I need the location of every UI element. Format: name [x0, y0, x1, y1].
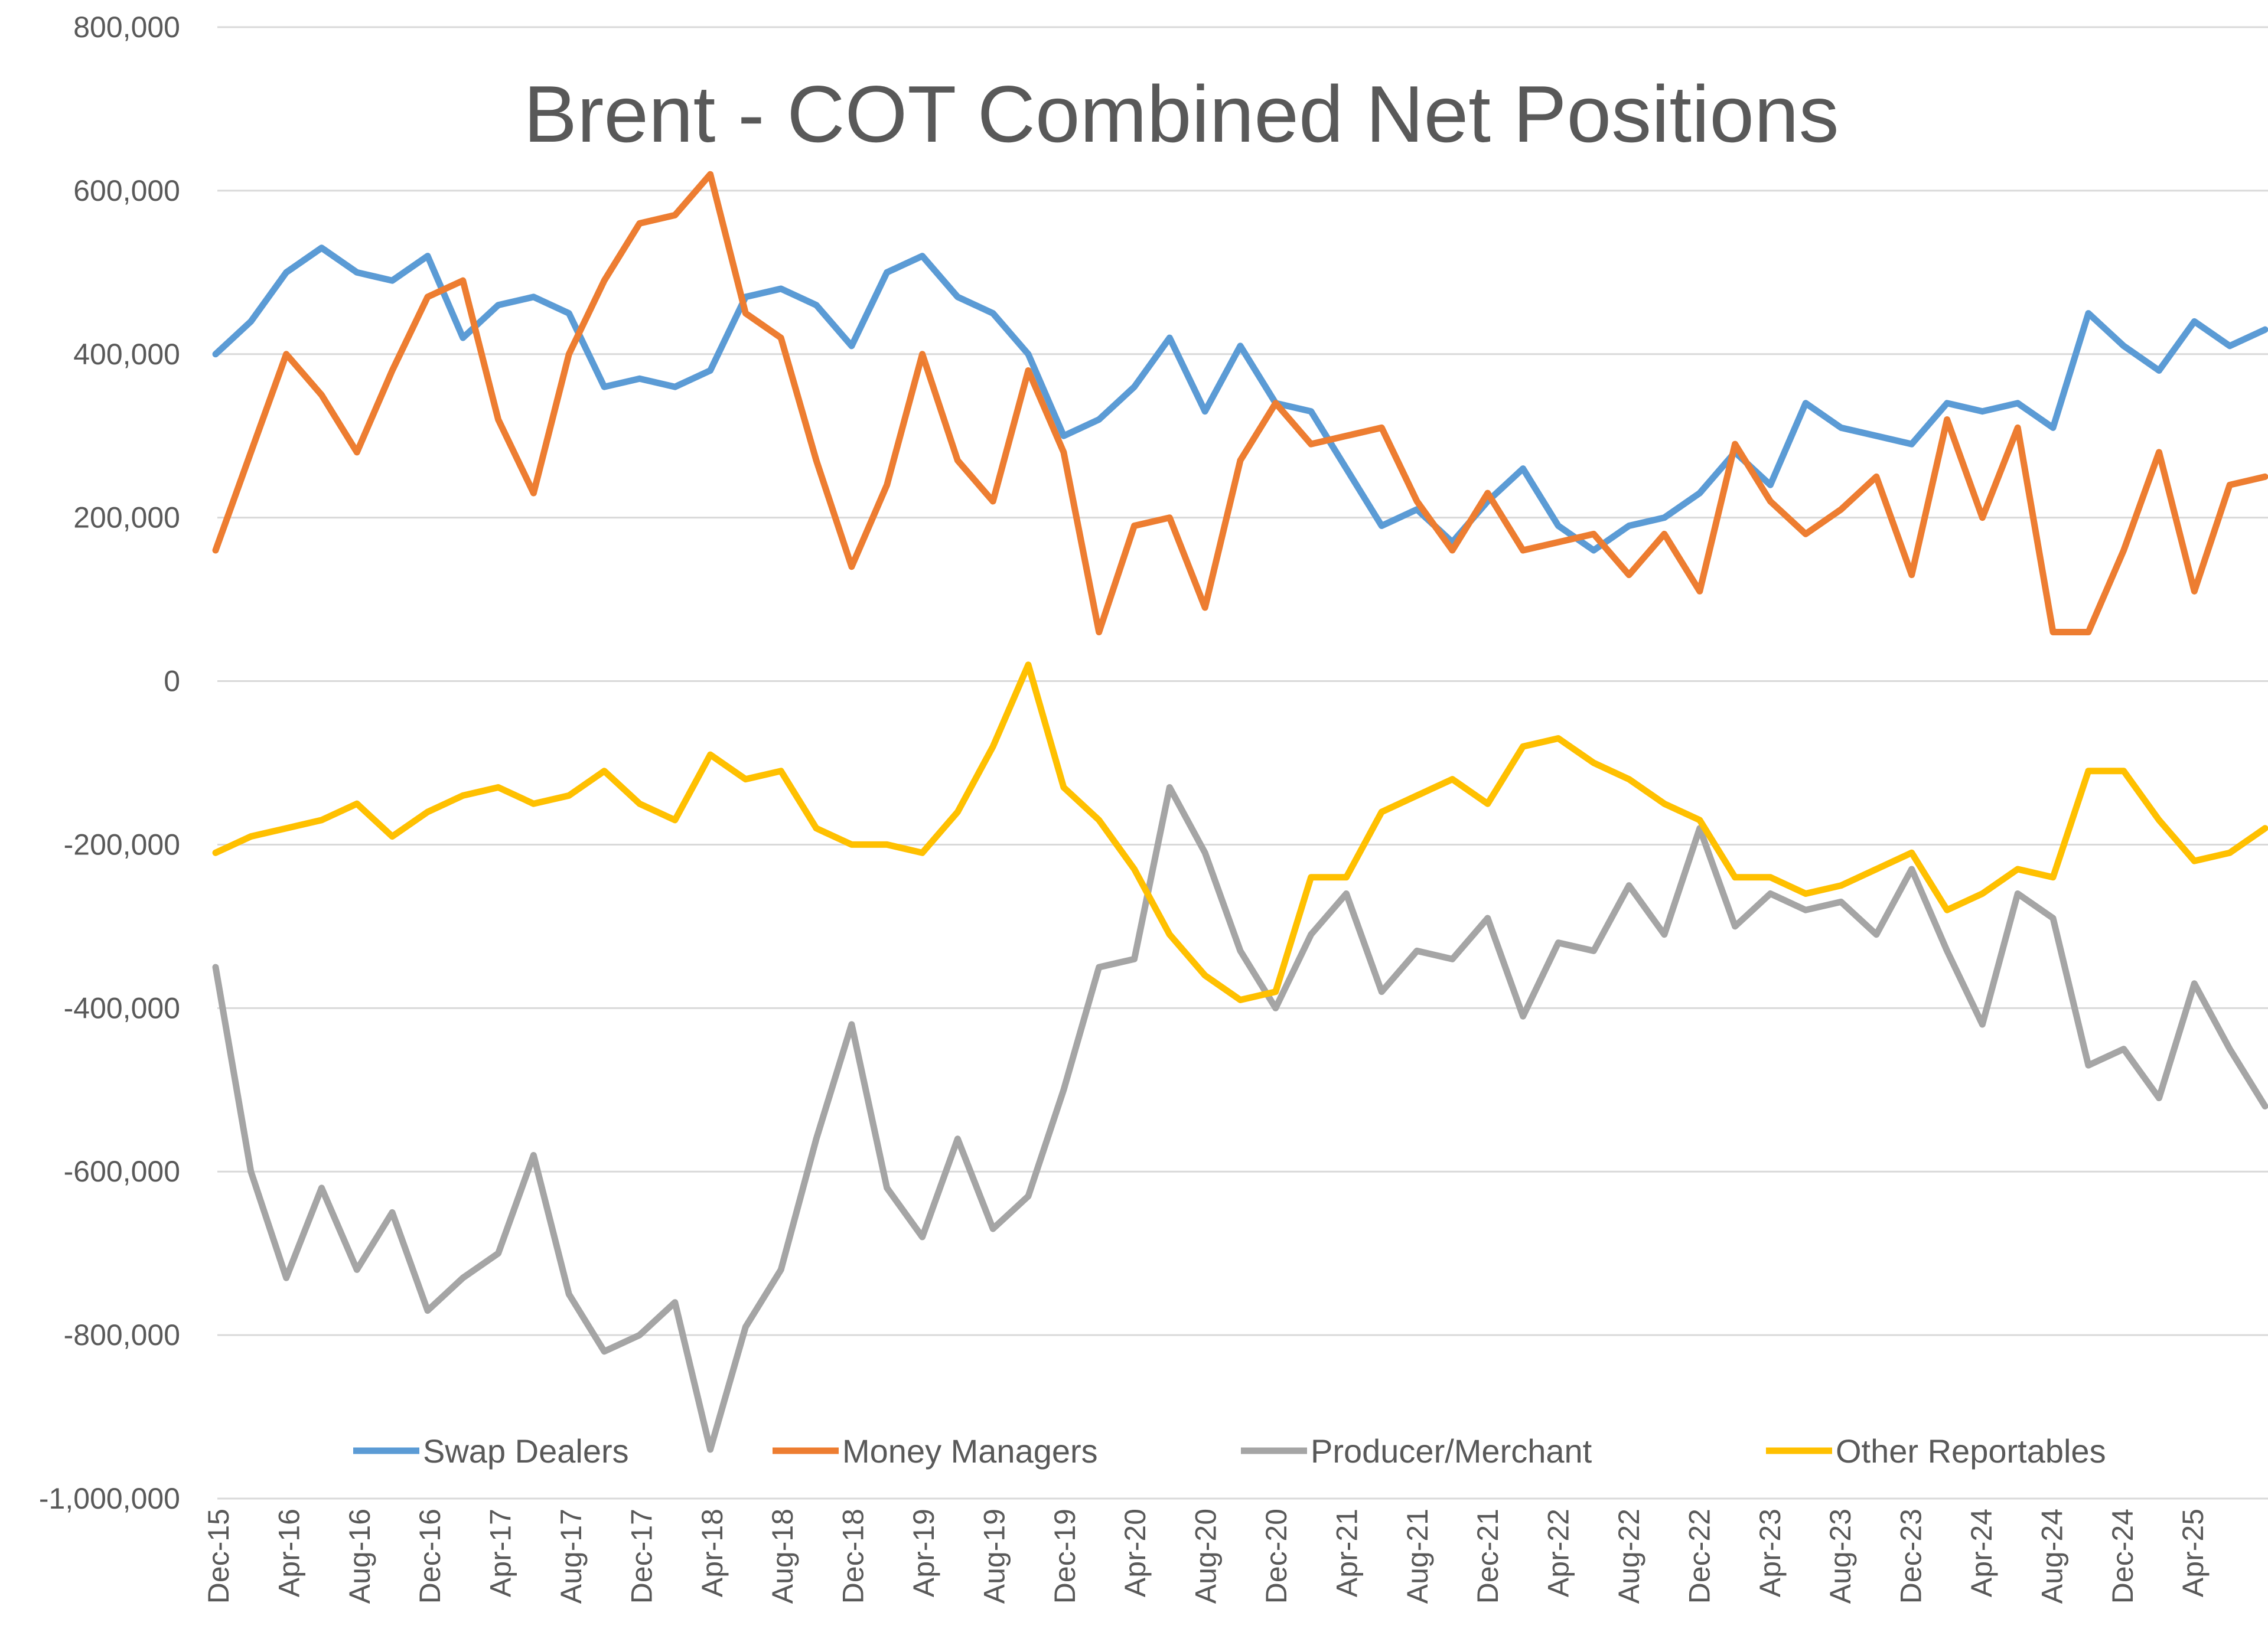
x-tick-label: Apr-20 — [1119, 1509, 1152, 1597]
x-tick-label: Dec-24 — [2106, 1509, 2139, 1604]
x-tick-label: Aug-16 — [343, 1509, 376, 1604]
x-tick-label: Apr-19 — [907, 1509, 940, 1597]
x-tick-label: Apr-25 — [2176, 1509, 2210, 1597]
x-tick-label: Apr-18 — [696, 1509, 729, 1597]
legend: Swap Dealers Money Managers Producer/Merch… — [353, 1432, 2106, 1470]
x-tick-label: Dec-23 — [1895, 1509, 1928, 1604]
y-tick-label: 0 — [164, 665, 180, 698]
x-tick-label: Dec-18 — [837, 1509, 870, 1604]
x-tick-label: Apr-21 — [1330, 1509, 1363, 1597]
y-tick-label: -400,000 — [64, 991, 180, 1024]
x-tick-label: Dec-19 — [1048, 1509, 1081, 1604]
x-tick-label: Aug-24 — [2035, 1509, 2068, 1604]
y-axis-tick-labels: 800,000 600,000 400,000 200,000 0 -200,000 -40… — [39, 11, 180, 1515]
x-tick-label: Aug-17 — [555, 1509, 588, 1604]
x-tick-label: Apr-22 — [1542, 1509, 1575, 1597]
x-axis-tick-labels: Dec-15 Apr-16 Aug-16 Dec-16 Apr-17 Aug-17 Dec-… — [202, 1509, 2210, 1604]
x-tick-label: Aug-18 — [766, 1509, 799, 1604]
x-tick-label: Apr-16 — [272, 1509, 305, 1597]
x-tick-label: Apr-23 — [1754, 1509, 1787, 1597]
chart-title: Brent - COT Combined Net Positions — [523, 69, 1839, 159]
y-tick-label: 200,000 — [73, 501, 180, 534]
legend-item: Other Reportables — [1766, 1432, 2106, 1470]
x-tick-label: Apr-17 — [484, 1509, 517, 1597]
legend-label: Producer/Merchant — [1311, 1432, 1592, 1470]
legend-label: Money Managers — [842, 1432, 1098, 1470]
legend-item: Money Managers — [773, 1432, 1098, 1470]
series-line-money-managers — [212, 171, 2268, 635]
x-tick-label: Dec-16 — [413, 1509, 447, 1604]
legend-label: Swap Dealers — [423, 1432, 629, 1470]
x-tick-label: Aug-23 — [1824, 1509, 1857, 1604]
gridlines — [217, 26, 2268, 1500]
x-tick-label: Aug-21 — [1401, 1509, 1434, 1604]
legend-item: Producer/Merchant — [1241, 1432, 1592, 1470]
series-line-other-reportables — [212, 661, 2268, 1003]
x-tick-label: Dec-17 — [625, 1509, 658, 1604]
y-tick-label: 800,000 — [73, 11, 180, 44]
x-tick-label: Aug-19 — [977, 1509, 1011, 1604]
y-tick-label: 600,000 — [73, 174, 180, 207]
x-tick-label: Dec-21 — [1471, 1509, 1504, 1604]
x-tick-label: Aug-20 — [1190, 1509, 1223, 1604]
y-tick-label: 400,000 — [73, 338, 180, 371]
x-tick-label: Dec-15 — [202, 1509, 235, 1604]
x-tick-label: Aug-22 — [1612, 1509, 1645, 1604]
y-tick-label: -200,000 — [64, 828, 180, 861]
x-tick-label: Dec-20 — [1260, 1509, 1293, 1604]
x-tick-label: Dec-22 — [1683, 1509, 1716, 1604]
y-tick-label: -1,000,000 — [39, 1482, 180, 1515]
x-tick-label: Apr-24 — [1965, 1509, 1998, 1597]
series-line-producer-merchant — [212, 784, 2268, 1453]
y-tick-label: -800,000 — [64, 1318, 180, 1352]
legend-label: Other Reportables — [1836, 1432, 2106, 1470]
series-lines — [212, 171, 2268, 1453]
series-line-swap-dealers — [212, 244, 2268, 554]
legend-item: Swap Dealers — [353, 1432, 629, 1470]
y-tick-label: -600,000 — [64, 1155, 180, 1188]
